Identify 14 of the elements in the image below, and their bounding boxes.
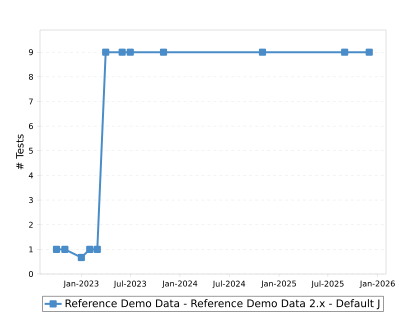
point — [52, 246, 60, 253]
point — [126, 48, 134, 56]
point — [78, 254, 85, 262]
point — [61, 246, 68, 253]
point — [258, 48, 266, 56]
point — [94, 246, 101, 253]
point — [86, 246, 94, 253]
point — [341, 48, 348, 56]
y-axis-title: # Tests — [16, 134, 24, 170]
legend-label: Reference Demo Data - Reference Demo Data 2.x - Default J — [66, 299, 380, 310]
point — [366, 48, 373, 56]
point — [118, 48, 126, 56]
point — [160, 48, 168, 56]
point — [102, 48, 110, 56]
